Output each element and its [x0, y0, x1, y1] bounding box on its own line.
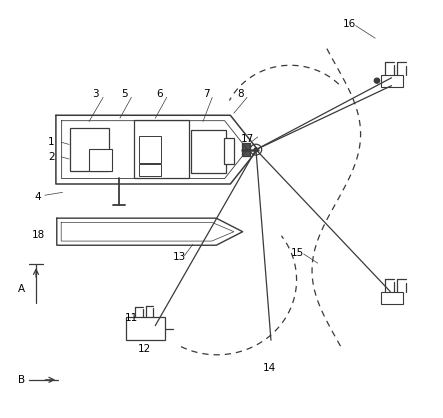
Bar [126, 317, 165, 340]
Text: 13: 13 [173, 252, 186, 262]
Text: 15: 15 [291, 248, 304, 258]
Bar [89, 149, 112, 171]
Bar [139, 136, 161, 163]
Text: 16: 16 [343, 19, 356, 28]
Bar [242, 143, 250, 156]
Text: 1: 1 [48, 138, 55, 147]
Text: 12: 12 [138, 344, 151, 354]
Text: 11: 11 [124, 313, 138, 323]
Bar [381, 292, 403, 304]
Bar [139, 164, 161, 176]
Bar [134, 120, 189, 178]
Circle shape [254, 148, 258, 151]
Bar [191, 130, 226, 173]
Text: 14: 14 [263, 363, 276, 373]
Text: 6: 6 [156, 89, 163, 99]
Text: B: B [18, 375, 25, 385]
Bar [70, 128, 109, 171]
Text: 18: 18 [31, 230, 45, 240]
Bar [381, 75, 403, 87]
Text: A: A [18, 284, 25, 294]
Text: 4: 4 [35, 191, 42, 201]
Circle shape [374, 78, 380, 83]
Text: 7: 7 [203, 89, 210, 99]
Text: 17: 17 [241, 134, 254, 144]
Circle shape [250, 144, 262, 155]
Text: 5: 5 [121, 89, 128, 99]
Bar [224, 138, 234, 164]
Text: 3: 3 [92, 89, 99, 99]
Text: 8: 8 [237, 89, 244, 99]
Text: 2: 2 [48, 152, 55, 162]
